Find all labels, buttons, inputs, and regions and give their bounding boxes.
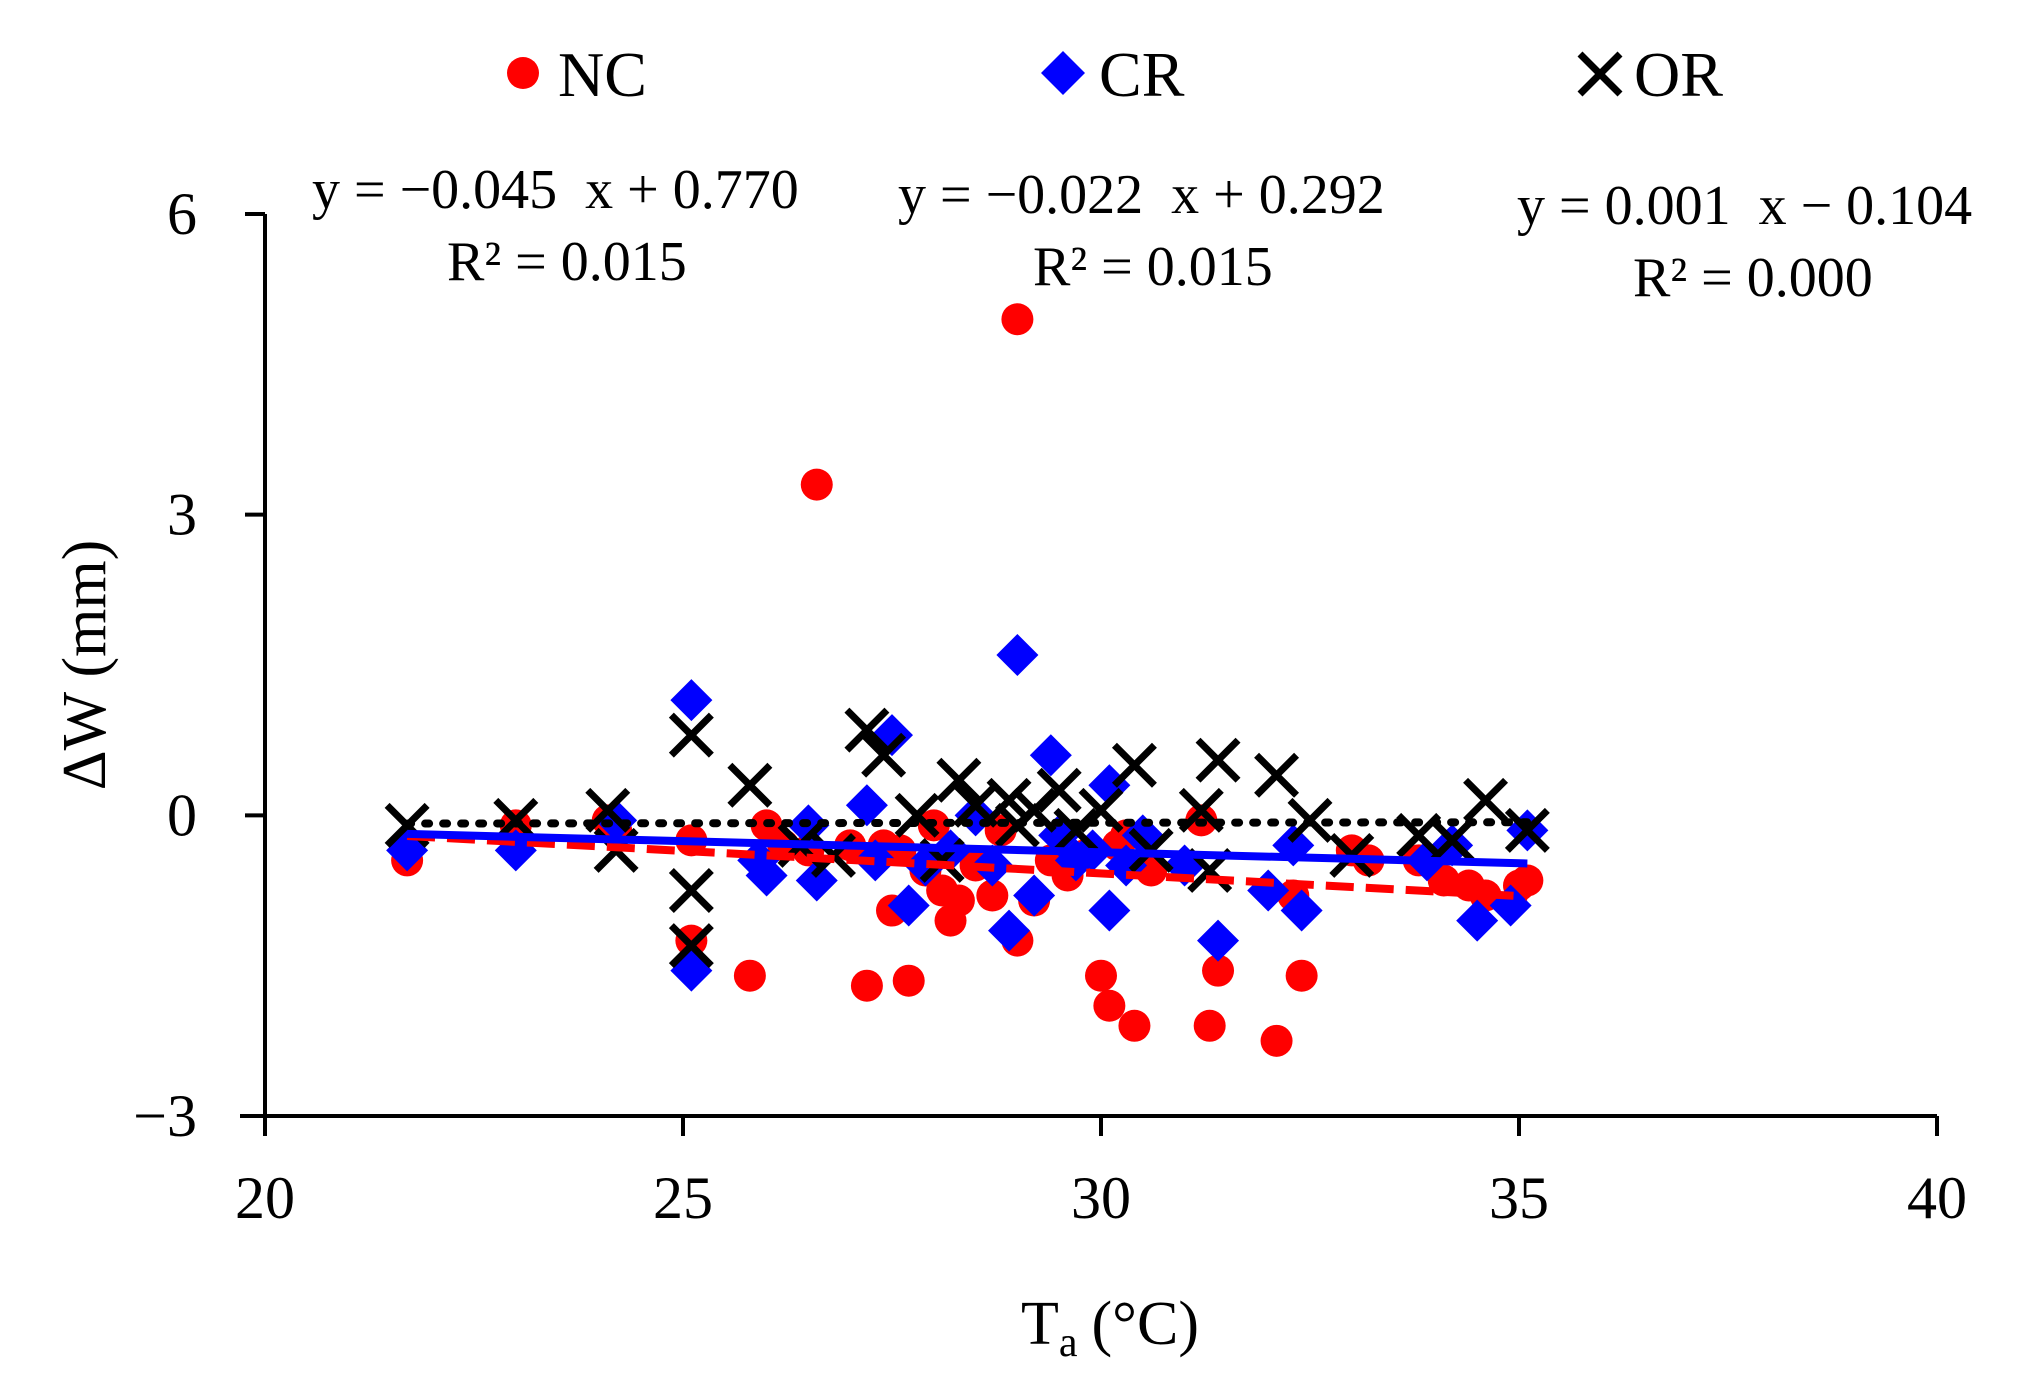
data-point-cr: [1013, 874, 1056, 917]
data-point-nc: [942, 884, 975, 917]
data-point-cr: [996, 633, 1039, 676]
data-point-nc: [1511, 864, 1544, 897]
data-point-cr: [845, 784, 888, 827]
data-point-or: [894, 792, 940, 838]
data-point-cr: [887, 884, 930, 927]
data-point-nc: [733, 959, 766, 992]
x-tick-label: 30: [1071, 1165, 1131, 1231]
data-point-nc: [1202, 954, 1235, 987]
equation-nc: y = −0.045 x + 0.770: [312, 159, 799, 221]
x-axis-title: Ta (°C): [1021, 1290, 1199, 1366]
legend-label-or: OR: [1634, 39, 1723, 110]
x-axis-title-main: T: [1021, 1290, 1059, 1358]
series-layer: [384, 303, 1550, 1057]
tick-marks: [245, 212, 1939, 1136]
data-point-cr: [795, 859, 838, 902]
data-point-cr: [1029, 734, 1072, 777]
data-point-nc: [1118, 1009, 1151, 1042]
x-axis-title-unit: (°C): [1092, 1290, 1199, 1358]
trendline-layer: [403, 818, 1532, 901]
axes: [240, 214, 1937, 1118]
data-point-cr: [1280, 889, 1323, 932]
data-point-or: [668, 712, 714, 758]
data-point-or: [844, 707, 890, 753]
data-point-nc: [1085, 959, 1117, 992]
y-tick-label: 6: [167, 181, 197, 247]
data-point-nc: [1093, 989, 1126, 1022]
data-point-cr: [670, 679, 713, 722]
data-point-or: [986, 777, 1032, 823]
r2-nc: R² = 0.015: [447, 231, 687, 293]
data-point-nc: [1193, 1009, 1226, 1042]
data-point-cr: [745, 854, 788, 897]
x-tick-label: 20: [235, 1165, 295, 1231]
data-point-nc: [675, 924, 708, 957]
data-point-nc: [1285, 959, 1318, 992]
data-point-or: [1504, 807, 1550, 853]
y-axis-title: ΔW (mm): [51, 540, 119, 791]
x-tick-label: 40: [1907, 1165, 1967, 1231]
x-tick-label: 25: [653, 1165, 713, 1231]
data-point-nc: [892, 964, 925, 997]
equation-cr: y = −0.022 x + 0.292: [898, 164, 1385, 226]
regression-annotations: y = −0.045 x + 0.770 R² = 0.015 y = −0.0…: [312, 159, 1972, 309]
data-point-nc: [1260, 1024, 1293, 1057]
legend-label-cr: CR: [1099, 39, 1185, 110]
legend: NC CR OR: [507, 39, 1723, 110]
data-point-nc: [976, 879, 1009, 912]
trendline-nc: [406, 832, 1528, 901]
data-point-or: [1429, 817, 1475, 863]
data-point-or: [861, 732, 907, 778]
y-tick-label: 0: [167, 782, 197, 848]
data-point-cr: [1456, 899, 1499, 942]
r2-or: R² = 0.000: [1633, 247, 1873, 309]
data-point-or: [668, 868, 714, 913]
data-point-cr: [988, 909, 1031, 952]
data-point-or: [727, 762, 773, 808]
data-point-nc: [850, 969, 883, 1002]
y-tick-label: −3: [133, 1083, 197, 1149]
trendline-or: [403, 818, 1532, 828]
x-tick-label: 35: [1489, 1165, 1549, 1231]
x-axis-title-sub: a: [1059, 1320, 1078, 1366]
tick-labels: 20 25 30 35 40 −3 0 3 6: [133, 181, 1967, 1231]
data-point-or: [936, 757, 982, 803]
r2-cr: R² = 0.015: [1033, 236, 1273, 298]
trendline-cr: [407, 829, 1528, 868]
data-point-or: [1111, 742, 1157, 788]
data-point-or: [1053, 807, 1099, 853]
data-point-cr: [1088, 889, 1131, 932]
legend-marker-or: [1577, 51, 1623, 97]
data-point-nc: [800, 468, 833, 501]
legend-marker-cr: [1041, 51, 1085, 95]
legend-label-nc: NC: [558, 39, 647, 110]
legend-marker-nc: [507, 57, 539, 89]
data-point-cr: [1431, 824, 1474, 867]
data-point-or: [1463, 777, 1509, 823]
data-point-nc: [1001, 303, 1034, 336]
data-point-cr: [1197, 919, 1240, 962]
data-point-or: [1254, 752, 1300, 798]
data-point-or: [1036, 767, 1082, 813]
y-tick-label: 3: [167, 482, 197, 548]
data-point-or: [1195, 737, 1241, 783]
data-point-or: [668, 923, 714, 969]
equation-or: y = 0.001 x − 0.104: [1517, 175, 1972, 237]
series-nc: [391, 303, 1544, 1057]
